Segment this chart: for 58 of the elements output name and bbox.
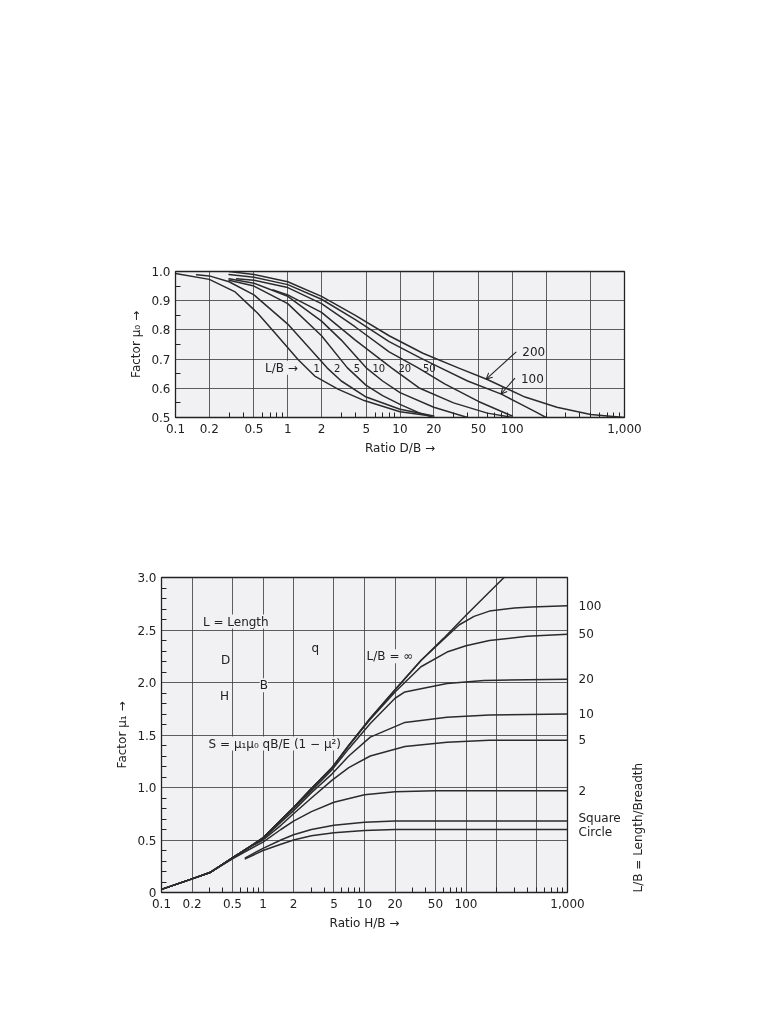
series-label: Circle: [578, 825, 613, 840]
y-tick-label: 0.7: [151, 352, 171, 367]
annotation: D: [221, 653, 231, 668]
series-label: 5: [578, 733, 587, 748]
text: L/B = Length/Breadth: [630, 762, 645, 893]
annotation: B: [259, 678, 268, 693]
x-tick-label: 1: [283, 421, 292, 436]
series-label: 2: [578, 783, 587, 798]
y-axis-title: Factor μ₁ →: [115, 701, 130, 769]
annotation: S = μ₁μ₀ qB/E (1 − μ²): [208, 736, 342, 751]
x-tick-label: 0.2: [199, 421, 219, 436]
x-tick-label: 1,000: [607, 421, 642, 436]
x-axis-title: Ratio H/B →: [329, 915, 400, 930]
y-tick-label: 2.5: [137, 623, 157, 638]
x-tick-label: 5: [330, 896, 338, 911]
series-label: 10: [372, 362, 386, 374]
y-tick-label: 1.0: [137, 781, 157, 795]
y-tick-label: 0.9: [151, 294, 171, 309]
series-label: 20: [578, 672, 594, 687]
y-tick-label: 2.0: [137, 676, 157, 690]
series-label: 5: [353, 362, 360, 374]
series-label: L/B = ∞: [366, 649, 414, 664]
x-axis-title: Ratio D/B →: [365, 440, 436, 455]
series-label: 2: [334, 362, 341, 374]
x-tick-label: 10: [356, 896, 373, 911]
series-label: 10: [578, 707, 594, 721]
x-tick-label: 20: [387, 896, 403, 911]
text: 200: [522, 345, 546, 360]
y-tick-label: 0.8: [151, 323, 171, 338]
x-tick-label: 1,000: [550, 896, 585, 911]
annotation: H: [219, 688, 229, 703]
x-tick-label: 20: [426, 421, 442, 436]
series-label: Square: [578, 811, 621, 826]
series-label: 1: [313, 362, 320, 374]
x-tick-label: 1: [259, 896, 267, 911]
x-tick-label: 5: [362, 421, 371, 436]
x-tick-label: 100: [454, 896, 478, 911]
series-label: 100: [578, 598, 602, 613]
y-tick-label: 1.5: [137, 728, 157, 743]
y-axis-title: Factor μ₀ →: [129, 311, 144, 378]
x-tick-label: 50: [427, 896, 444, 911]
legend-label: 100: [520, 371, 544, 386]
series-label: 50: [578, 627, 594, 642]
x-tick-label: 100: [500, 421, 524, 436]
y-tick-label: 3.0: [137, 571, 157, 585]
annotation: L/B →: [265, 360, 298, 375]
x-tick-label: 0.2: [182, 896, 202, 911]
x-tick-label: 2: [317, 421, 326, 436]
annotation: q: [311, 641, 320, 656]
x-tick-label: 10: [392, 421, 408, 436]
y-tick-label: 0.5: [137, 833, 157, 848]
y-tick-label: 0.6: [151, 381, 171, 396]
x-tick-label: 0.5: [222, 896, 242, 911]
x-tick-label: 50: [470, 421, 487, 436]
x-tick-label: 0.5: [244, 421, 264, 436]
x-tick-label: 2: [289, 896, 298, 911]
y-tick-label: 1.0: [151, 265, 171, 279]
annotation: L = Length: [202, 614, 269, 629]
